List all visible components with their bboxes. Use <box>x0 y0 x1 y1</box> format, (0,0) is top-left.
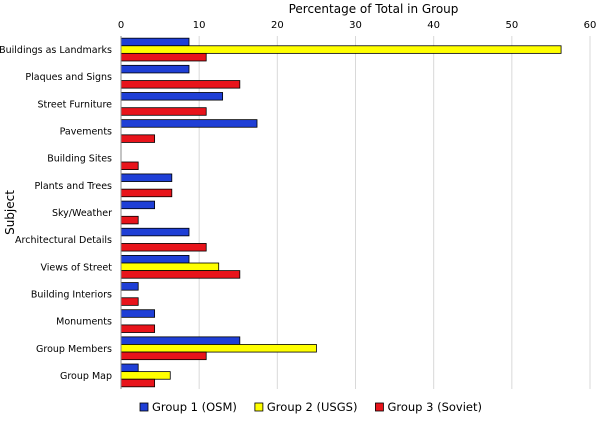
category-label: Building Interiors <box>31 289 112 300</box>
legend-label-1: Group 1 (OSM) <box>152 400 237 414</box>
bar-2 <box>120 344 317 353</box>
category-label: Views of Street <box>40 262 112 273</box>
x-axis-title: Percentage of Total in Group <box>289 2 459 16</box>
bar-1 <box>120 200 156 210</box>
bar-3 <box>120 243 207 252</box>
x-tick-labels: 0 10 20 30 40 50 60 <box>118 20 597 31</box>
x-tick-label: 20 <box>271 20 284 31</box>
bar-3 <box>120 161 139 170</box>
y-axis-title: Subject <box>3 190 17 235</box>
bar-1 <box>120 92 224 101</box>
legend-label-3: Group 3 (Soviet) <box>387 400 482 414</box>
bar-1 <box>120 119 258 128</box>
category-label: Monuments <box>56 317 112 328</box>
bar-3 <box>120 52 207 62</box>
category-label: Building Sites <box>47 154 112 165</box>
legend-swatch-2 <box>254 402 264 412</box>
category-label: Group Members <box>36 344 112 355</box>
bar-3 <box>120 351 207 361</box>
category-label: Pavements <box>60 127 112 138</box>
bar-1 <box>120 37 190 47</box>
legend-label-2: Group 2 (USGS) <box>267 400 358 414</box>
legend: Group 1 (OSM) Group 2 (USGS) Group 3 (Sovi… <box>139 400 482 414</box>
bar-3 <box>120 107 207 116</box>
bar-3 <box>120 297 139 306</box>
bar-1 <box>120 336 241 345</box>
x-tick-label: 40 <box>427 20 440 31</box>
bar-3 <box>120 215 139 225</box>
bar-1 <box>120 173 173 182</box>
bar-1 <box>120 309 156 318</box>
bar-1 <box>120 227 190 237</box>
bar-3 <box>120 80 241 89</box>
bar-1 <box>120 282 139 291</box>
category-label: Buildings as Landmarks <box>0 45 112 56</box>
bar-3 <box>120 324 156 333</box>
x-tick-label: 0 <box>118 20 124 31</box>
bar-1 <box>120 363 139 373</box>
bar-3 <box>120 188 173 198</box>
bar-2 <box>120 371 171 380</box>
category-labels: Buildings as Landmarks Plaques and Signs S… <box>0 45 112 382</box>
category-label: Architectural Details <box>15 235 112 246</box>
legend-swatch-1 <box>139 402 149 412</box>
bars <box>120 37 562 388</box>
bar-1 <box>120 64 190 74</box>
category-label: Street Furniture <box>37 99 112 110</box>
category-label: Sky/Weather <box>52 208 112 219</box>
x-tick-label: 60 <box>584 20 597 31</box>
bar-1 <box>120 255 190 264</box>
x-tick-label: 10 <box>193 20 206 31</box>
bar-3 <box>120 134 156 143</box>
x-tick-label: 50 <box>505 20 518 31</box>
x-tick-label: 30 <box>349 20 362 31</box>
category-label: Plaques and Signs <box>25 72 112 83</box>
category-label: Plants and Trees <box>34 181 112 192</box>
legend-swatch-3 <box>375 402 384 412</box>
bar-2 <box>120 262 220 272</box>
bar-3 <box>120 270 241 279</box>
category-label: Group Map <box>60 371 112 382</box>
bar-3 <box>120 378 156 388</box>
grid-lines <box>120 36 591 389</box>
bar-2 <box>120 45 562 54</box>
